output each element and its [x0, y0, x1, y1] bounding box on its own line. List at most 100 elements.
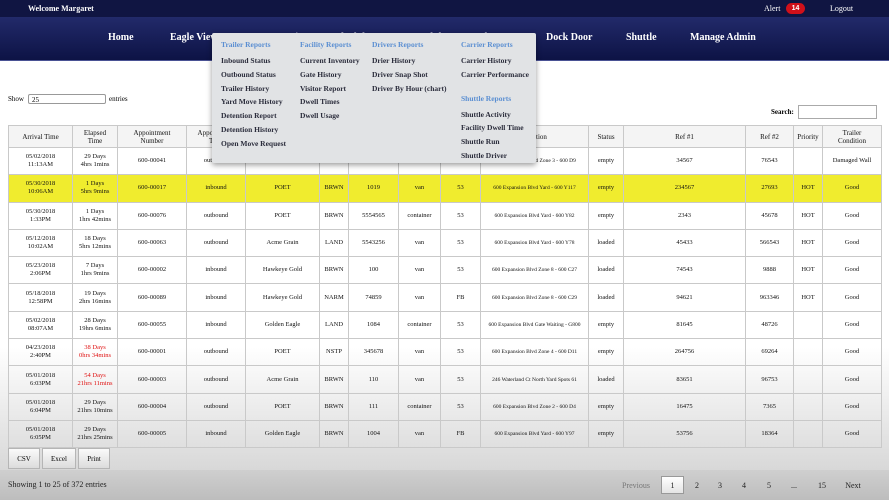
menu-item[interactable]: Outbound Status — [221, 69, 276, 79]
nav-item[interactable]: Manage Admin — [690, 32, 756, 43]
menu-item[interactable]: Dwell Times — [300, 97, 340, 107]
table-cell: outbound — [186, 365, 246, 394]
page-link[interactable]: ... — [791, 480, 797, 490]
table-cell: empty — [588, 310, 624, 340]
menu-item[interactable]: Current Inventory — [300, 56, 360, 65]
column-header[interactable]: Appointment Number — [117, 125, 187, 148]
table-cell: 05/01/2018 6:05PM — [8, 419, 73, 449]
column-header[interactable]: Ref #2 — [745, 125, 794, 148]
table-cell: 600 Expansion Blvd Yard - 600 Y97 — [480, 419, 589, 449]
column-header[interactable]: Priority — [793, 125, 823, 148]
table-row[interactable]: 05/18/2018 12:58PM 19 Days 2hrs 16mins 600-0… — [8, 283, 882, 312]
table-row[interactable]: 05/30/2018 10:06AM 1 Days 5hrs 9mins 600-000… — [8, 174, 882, 203]
menu-item[interactable]: Shuttle Driver — [461, 151, 508, 160]
page-link[interactable]: 5 — [767, 480, 771, 490]
page-link[interactable]: Previous — [622, 480, 650, 490]
menu-item[interactable]: Driver By Hour (chart) — [372, 83, 447, 93]
table-row[interactable]: 05/02/2018 08:07AM 28 Days 19hrs 6mins 600-0… — [8, 310, 882, 340]
table-cell: 29 Days 4hrs 1mins — [72, 146, 118, 176]
table-row[interactable]: 05/23/2018 2:06PM 7 Days 1hrs 9mins 600-0000… — [8, 256, 882, 285]
column-header[interactable]: Elapsed Time — [72, 125, 118, 148]
table-cell: HOT — [793, 256, 823, 285]
table-cell: empty — [588, 174, 624, 203]
menu-item[interactable]: Shuttle Activity — [461, 109, 511, 119]
table-cell: BRWN — [319, 256, 349, 285]
cell-text: loaded — [597, 375, 615, 383]
cell-text: loaded — [597, 239, 615, 247]
menu-item[interactable]: Trailer History — [221, 83, 270, 93]
column-header[interactable]: Trailer Condition — [822, 125, 882, 148]
cell-text: 600-00063 — [137, 239, 167, 247]
column-header[interactable]: Status — [588, 125, 624, 148]
cell-line: 05/01/2018 — [25, 426, 56, 434]
page-link[interactable]: 3 — [718, 480, 722, 490]
cell-line: Ref #1 — [675, 132, 694, 141]
column-header[interactable]: Ref #1 — [623, 125, 746, 148]
menu-item[interactable]: Detention Report — [221, 111, 277, 121]
cell-text: BRWN — [324, 184, 344, 192]
table-cell: Acme Grain — [245, 365, 320, 394]
cell-text: 34567 — [676, 157, 693, 165]
menu-item[interactable]: Facility Dwell Time — [461, 123, 524, 133]
table-cell: 94621 — [623, 283, 746, 312]
page-link[interactable]: 1 — [661, 476, 684, 494]
search-input[interactable] — [798, 105, 877, 119]
table-cell: 05/23/2018 2:06PM — [8, 256, 73, 285]
table-row[interactable]: 05/30/2018 1:33PM 1 Days 1hrs 42mins 600-000… — [8, 201, 882, 230]
menu-item[interactable]: Open Move Request — [221, 138, 286, 148]
cell-line: 05/18/2018 — [25, 289, 56, 297]
export-button[interactable]: Print — [78, 448, 110, 469]
cell-line: Arrival Time — [22, 132, 59, 141]
cell-text: 600 Expansion Blvd Yard - 600 Y78 — [494, 240, 575, 247]
nav-item[interactable]: Home — [108, 32, 134, 43]
menu-item[interactable]: Driver Snap Shot — [372, 69, 428, 79]
table-cell: Good — [822, 365, 882, 394]
cell-line: 05/02/2018 — [25, 316, 56, 324]
nav-item[interactable]: Shuttle — [626, 32, 657, 43]
menu-item[interactable]: Gate History — [300, 69, 342, 79]
menu-item[interactable]: Drier History — [372, 56, 416, 65]
menu-item[interactable]: Dwell Usage — [300, 111, 340, 121]
cell-line: 2:06PM — [30, 270, 51, 278]
table-cell: 110 — [348, 365, 399, 394]
cell-text: BRWN — [324, 430, 344, 438]
export-button[interactable]: Excel — [42, 448, 76, 469]
menu-item[interactable]: Carrier Performance — [461, 69, 529, 79]
menu-item[interactable]: Visitor Report — [300, 83, 347, 93]
table-cell: Golden Eagle — [245, 419, 320, 449]
export-button[interactable]: CSV — [8, 448, 40, 469]
alert[interactable]: Alert — [764, 4, 781, 13]
cell-text: NARM — [324, 293, 344, 301]
page-link[interactable]: Next — [845, 480, 861, 490]
page-link[interactable]: 4 — [742, 480, 746, 490]
length-select[interactable]: 25 — [28, 94, 106, 104]
table-cell: 05/01/2018 6:03PM — [8, 365, 73, 394]
nav-item[interactable]: Dock Door — [546, 32, 593, 43]
column-header[interactable]: Arrival Time — [8, 125, 73, 148]
table-row[interactable]: 05/01/2018 6:05PM 29 Days 21hrs 25mins 600-0… — [8, 419, 882, 449]
menu-item[interactable]: Yard Move History — [221, 97, 283, 107]
menu-item[interactable]: Detention History — [221, 125, 279, 134]
cell-line: 05/01/2018 — [25, 398, 56, 406]
cell-text: Good — [844, 293, 860, 301]
table-cell: 05/18/2018 12:58PM — [8, 283, 73, 312]
nav-item[interactable]: Eagle View — [170, 32, 218, 43]
cell-text: Damaged Wall — [832, 157, 872, 165]
cell-text: Golden Eagle — [264, 320, 301, 328]
cell-line: 1:33PM — [30, 215, 51, 223]
page-link[interactable]: 15 — [818, 480, 826, 490]
table-row[interactable]: 05/01/2018 6:04PM 29 Days 21hrs 10mins 600-0… — [8, 392, 882, 421]
table-row[interactable]: 05/12/2018 10:02AM 18 Days 5hrs 12mins 600-0… — [8, 228, 882, 258]
alert-count[interactable]: 14 — [786, 3, 805, 14]
cell-text: 53 — [457, 211, 464, 219]
page-link[interactable]: 2 — [695, 480, 699, 490]
table-cell: NARM — [319, 283, 349, 312]
menu-item[interactable]: Shuttle Run — [461, 137, 500, 147]
table-row[interactable]: 04/23/2018 2:40PM 38 Days 0hrs 34mins 600-00… — [8, 338, 882, 367]
menu-item[interactable]: Inbound Status — [221, 56, 271, 65]
table-row[interactable]: 05/01/2018 6:03PM 54 Days 21hrs 11mins 600-0… — [8, 365, 882, 394]
table-cell: 38 Days 0hrs 34mins — [72, 338, 118, 367]
table-cell: 29 Days 21hrs 25mins — [72, 419, 118, 449]
logout[interactable]: Logout — [830, 4, 854, 13]
menu-item[interactable]: Carrier History — [461, 56, 512, 65]
